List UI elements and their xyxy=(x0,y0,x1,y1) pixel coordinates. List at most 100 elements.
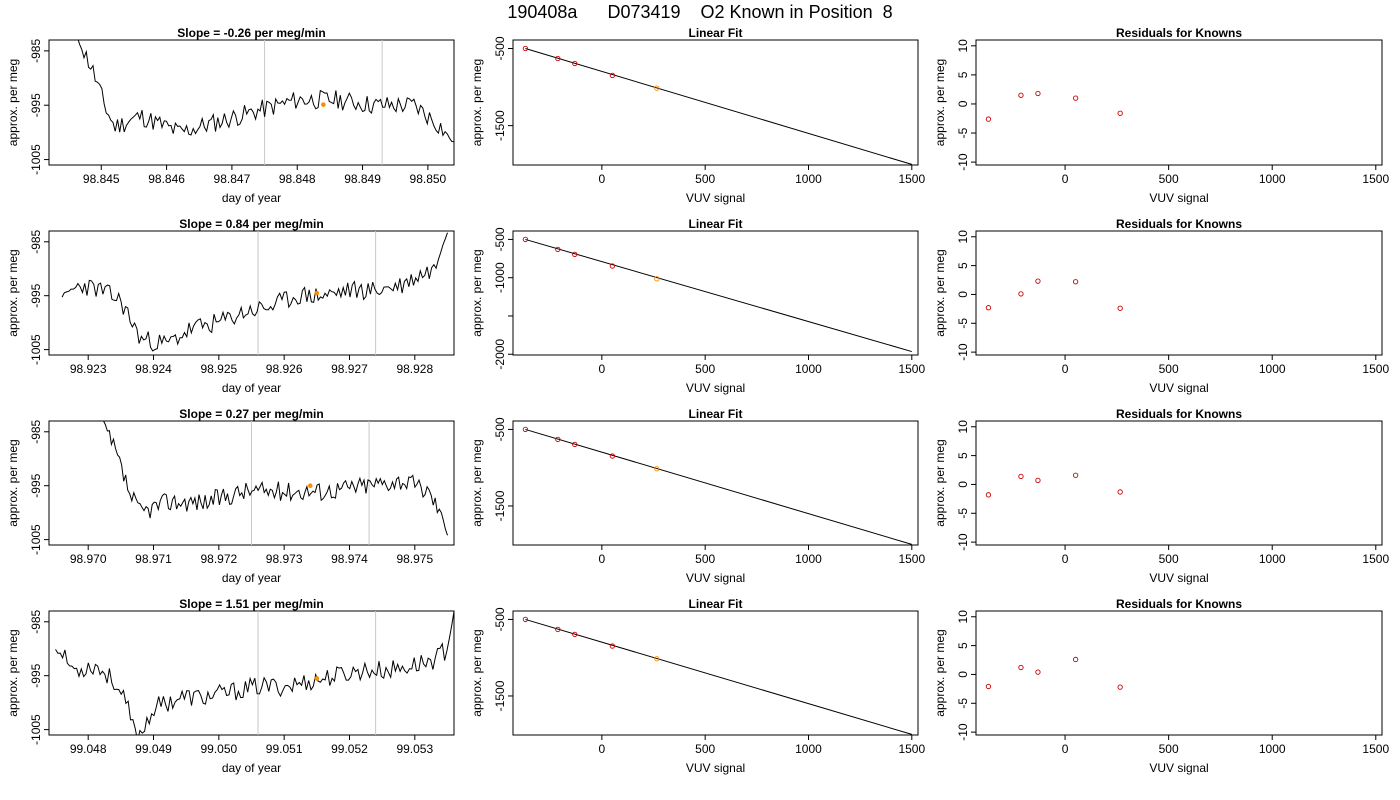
panel-r2c3-xtick-label: 1000 xyxy=(1259,362,1286,376)
panel-r1c3-xlabel: VUV signal xyxy=(1149,191,1208,205)
panel-r3c2-xtick-label: 500 xyxy=(695,552,715,566)
panel-r4c2-data-point xyxy=(609,643,616,649)
panel-r2c3-xtick-label: 500 xyxy=(1159,362,1179,376)
panel-r4c2-xtick-label: 500 xyxy=(695,742,715,756)
panel-r2c3-data-point xyxy=(1018,291,1024,297)
panel-r2c1-xtick-label: 98.926 xyxy=(266,362,303,376)
panel-r2c3-ytick-label: 5 xyxy=(956,262,970,269)
panel-r3c1-xtick-label: 98.975 xyxy=(396,552,433,566)
panel-r1c1-highlight-point xyxy=(321,102,326,107)
panel-r4c3-ytick-label: 0 xyxy=(956,671,970,678)
panel-r1c2-ytick-label: -500 xyxy=(493,36,507,60)
panel-r1c1-xtick-label: 98.845 xyxy=(83,172,120,186)
panel-r1c2-frame xyxy=(512,39,919,166)
panel-r1c1-xlabel: day of year xyxy=(222,191,281,205)
panel-r2c1-xtick-label: 98.923 xyxy=(70,362,107,376)
panel-r3c3-ylabel: approx. per meg xyxy=(933,439,947,526)
panel-r1c3-ytick-label: 10 xyxy=(956,39,970,53)
panel-r2c2-ylabel: approx. per meg xyxy=(470,249,484,336)
panel-r4c3-data-point xyxy=(1072,656,1079,663)
panel-r2c1-xtick-label: 98.925 xyxy=(200,362,237,376)
panel-r3c3-xtick-label: 1500 xyxy=(1362,552,1389,566)
panel-r4c2-fit-line xyxy=(525,618,912,735)
panel-r2c3-data-point xyxy=(1117,305,1123,311)
panel-r3c1-ytick-label: -995 xyxy=(29,473,43,497)
panel-r1c3-title: Residuals for Knowns xyxy=(1116,26,1242,40)
panel-r2c2-xtick-label: 500 xyxy=(695,362,715,376)
panel-r3c3-xlabel: VUV signal xyxy=(1149,571,1208,585)
panel-r3c3-ytick-label: -5 xyxy=(956,508,970,519)
panel-r3c1-xtick-label: 98.972 xyxy=(200,552,237,566)
panel-r2c1-frame xyxy=(48,230,455,356)
panel-r3c3-xtick-label: 500 xyxy=(1159,552,1179,566)
panel-r2c2-xtick-label: 1000 xyxy=(795,362,822,376)
panel-r1c2-title: Linear Fit xyxy=(688,26,742,40)
panel-r1c2-xtick-label: 1500 xyxy=(898,172,925,186)
panel-r4c1-series-line xyxy=(55,611,454,735)
panel-r1c2-xtick-label: 500 xyxy=(695,172,715,186)
panel-r4c1-xtick-label: 99.051 xyxy=(266,742,303,756)
panel-r3c2-ytick-label: -500 xyxy=(493,417,507,441)
panel-r4c2-xtick-label: 1000 xyxy=(795,742,822,756)
panel-r4c3-ytick-label: -10 xyxy=(956,723,970,741)
panel-r2c3-title: Residuals for Knowns xyxy=(1116,217,1242,231)
panel-r2c3-xtick-label: 0 xyxy=(1062,362,1069,376)
panel-r3c3-data-point xyxy=(1072,472,1079,478)
panel-r1c1-ytick-label: -1005 xyxy=(29,144,43,175)
panel-r4c1-xtick-label: 99.049 xyxy=(135,742,172,756)
panel-r3c3-title: Residuals for Knowns xyxy=(1116,407,1242,421)
panel-r1c3-xtick-label: 500 xyxy=(1159,172,1179,186)
panel-r4c2-xtick-label: 1500 xyxy=(898,742,925,756)
panel-r2c3-data-point xyxy=(985,305,992,311)
panel-r2c2-xtick-label: 0 xyxy=(599,362,606,376)
panel-r1c2-fit-line xyxy=(525,48,912,165)
panel-r1c3-ytick-label: 5 xyxy=(956,71,970,78)
panel-r2c3-ytick-label: -5 xyxy=(956,318,970,329)
panel-r1c3-ylabel: approx. per meg xyxy=(933,59,947,146)
panel-r3c2-data-point xyxy=(609,453,616,459)
panel-r1c1-ylabel: approx. per meg xyxy=(6,59,20,146)
panel-r4c3-data-point xyxy=(1035,669,1041,675)
panel-r3c3-ytick-label: 5 xyxy=(956,452,970,459)
panel-r4c1-frame xyxy=(48,610,455,736)
panel-r3c1-xlabel: day of year xyxy=(222,571,281,585)
panel-r1c1-frame xyxy=(48,39,455,166)
panel-r2c2-data-point xyxy=(572,251,578,257)
panel-r2c2-ytick-label: -1000 xyxy=(493,262,507,293)
panel-r3c3-data-point xyxy=(1117,489,1123,495)
panel-r4c3-xtick-label: 0 xyxy=(1062,742,1069,756)
panel-r1c3-xtick-label: 0 xyxy=(1062,172,1069,186)
panel-r1c2-ylabel: approx. per meg xyxy=(470,59,484,146)
panel-r1c3-xtick-label: 1000 xyxy=(1259,172,1286,186)
panel-r4c2-title: Linear Fit xyxy=(688,597,742,611)
panel-r1c1-xtick-label: 98.846 xyxy=(148,172,185,186)
panel-r4c2-data-point xyxy=(654,656,660,662)
panel-r2c1-series-line xyxy=(61,232,448,352)
panel-r4c3-ylabel: approx. per meg xyxy=(933,629,947,716)
panel-r2c2-ytick-label: -500 xyxy=(493,227,507,251)
panel-r1c3-data-point xyxy=(1072,95,1079,101)
panel-r3c2-ylabel: approx. per meg xyxy=(470,439,484,526)
panel-r2c3-ytick-label: 10 xyxy=(956,230,970,244)
panel-r1c2-data-point xyxy=(609,72,616,78)
panel-r4c1-ytick-label: -995 xyxy=(29,663,43,687)
panel-r4c2-frame xyxy=(512,610,919,736)
panel-r1c3-ytick-label: -5 xyxy=(956,127,970,138)
panel-r2c1-title: Slope = 0.84 per meg/min xyxy=(179,217,323,231)
panel-r1c3-data-point xyxy=(1035,90,1041,97)
panel-r4c3-data-point xyxy=(1117,684,1123,690)
panel-r4c1-xtick-label: 99.052 xyxy=(331,742,368,756)
panel-r2c3-ylabel: approx. per meg xyxy=(933,249,947,336)
panel-r1c2-ytick-label: -1500 xyxy=(493,110,507,141)
panel-r3c1-highlight-point xyxy=(307,483,313,488)
panel-r4c2-data-point xyxy=(572,631,578,637)
panel-r3c3-data-point xyxy=(985,492,992,498)
panel-r1c3-data-point xyxy=(1018,92,1024,98)
panel-r2c2-data-point xyxy=(654,276,660,282)
panel-r4c1-highlight-point xyxy=(314,676,320,681)
panel-r3c2-title: Linear Fit xyxy=(688,407,742,421)
panel-r2c2-data-point xyxy=(522,236,529,243)
panel-r3c2-frame xyxy=(512,420,919,546)
panel-r4c3-xtick-label: 1000 xyxy=(1259,742,1286,756)
panel-r2c2-xlabel: VUV signal xyxy=(686,381,745,395)
